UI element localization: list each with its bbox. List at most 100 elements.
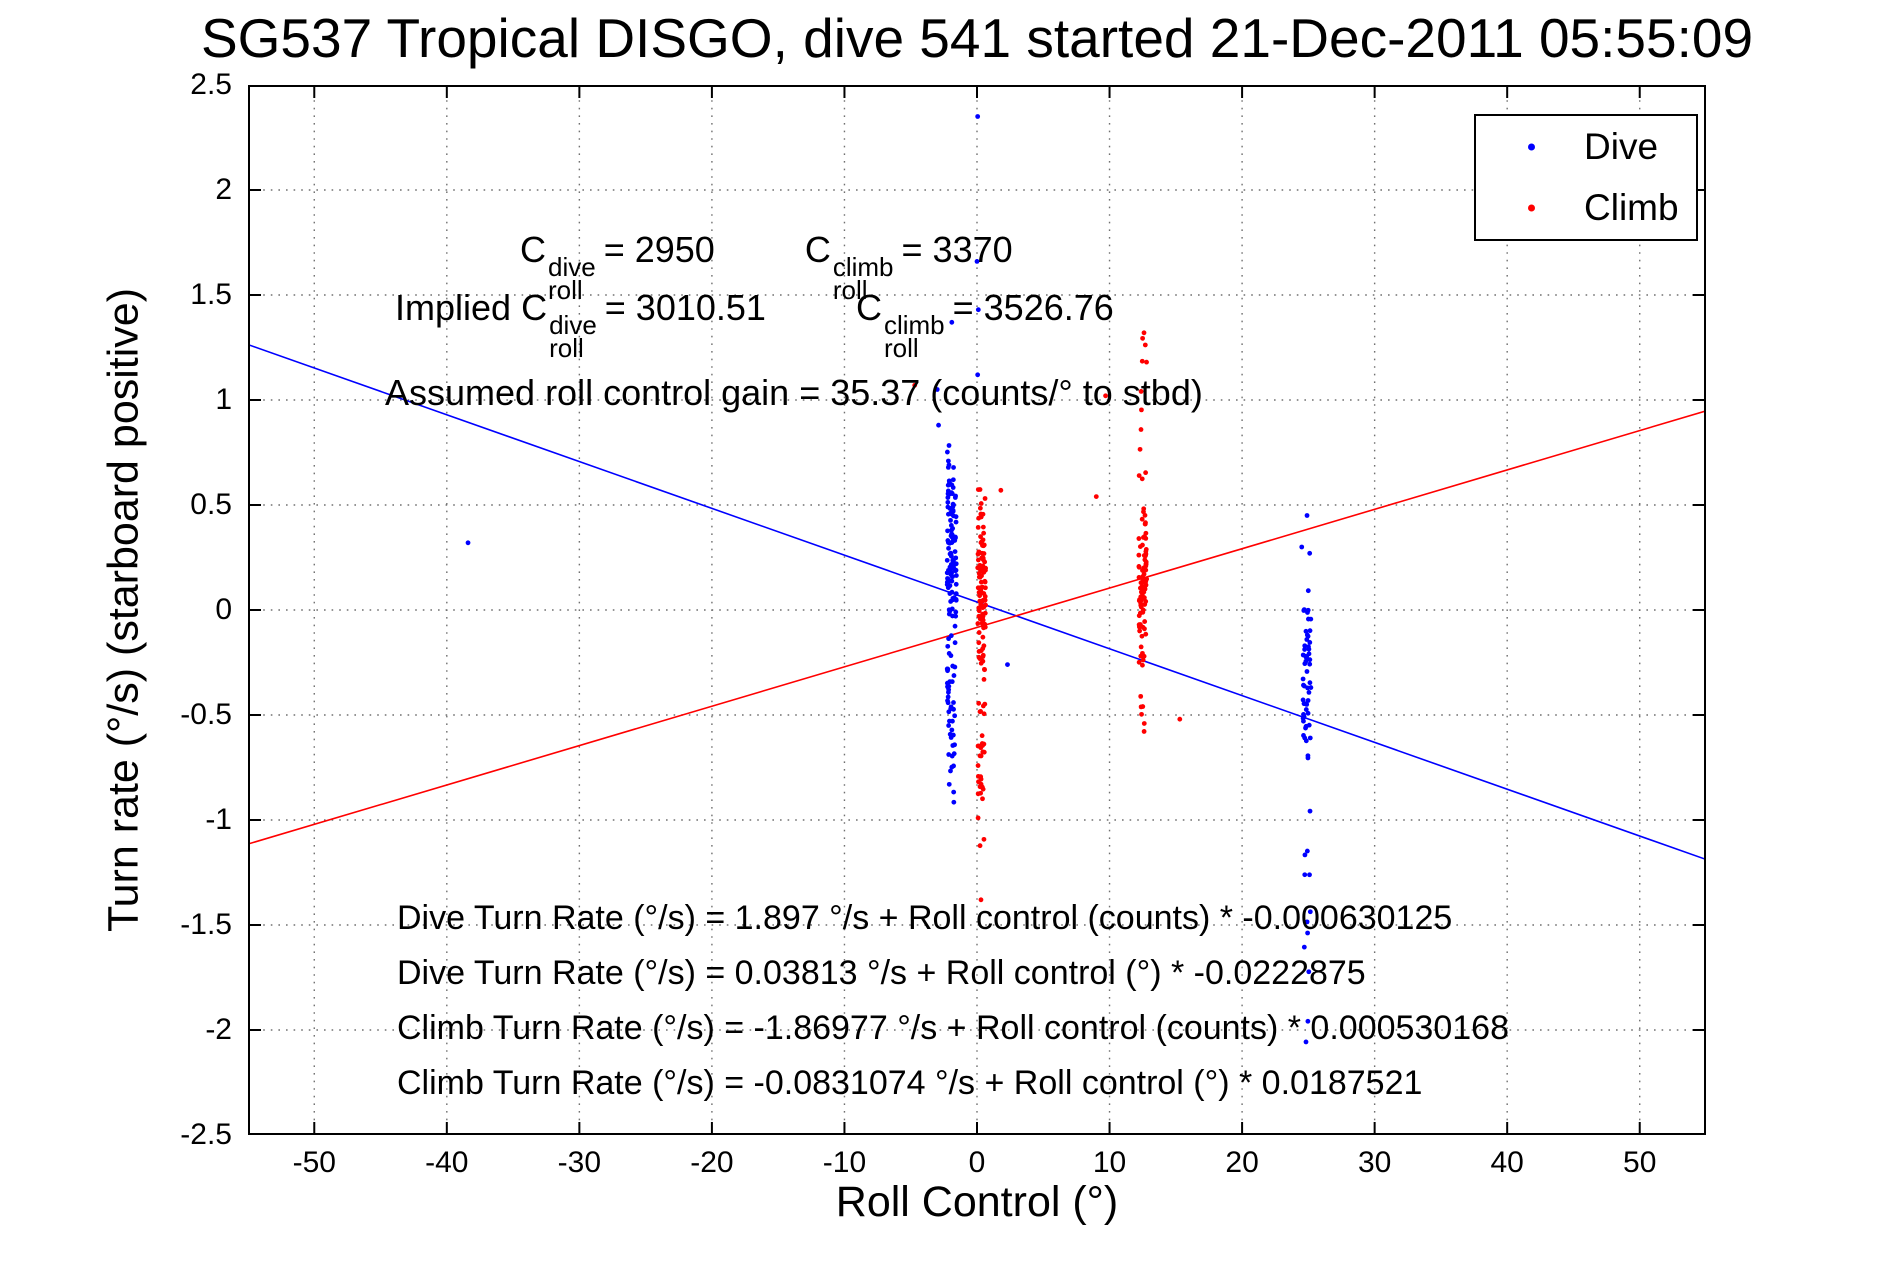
scatter-point-climb — [1138, 644, 1144, 650]
scatter-point-climb — [976, 515, 982, 521]
scatter-point-dive — [945, 698, 950, 704]
scatter-point-dive — [951, 751, 957, 757]
scatter-point-dive — [945, 684, 950, 690]
scatter-point-dive — [945, 504, 951, 510]
scatter-point-dive — [1302, 852, 1308, 858]
scatter-point-climb — [975, 524, 981, 530]
scatter-point-climb — [976, 700, 982, 706]
scatter-point-dive — [1305, 930, 1310, 936]
x-axis-label: Roll Control (°) — [835, 1178, 1119, 1226]
scatter-point-climb — [1142, 521, 1148, 527]
scatter-point-climb — [982, 594, 988, 599]
scatter-point-climb — [1137, 446, 1143, 452]
scatter-point-dive — [1299, 544, 1305, 550]
scatter-point-climb — [981, 836, 987, 842]
scatter-point-dive — [951, 789, 957, 795]
scatter-point-climb — [1103, 393, 1108, 399]
scatter-point-dive — [1307, 640, 1313, 645]
scatter-point-dive — [945, 540, 951, 545]
scatter-point-dive — [1306, 690, 1312, 695]
scatter-point-dive — [950, 501, 956, 507]
scatter-point-dive — [1301, 712, 1306, 717]
scatter-point-climb — [1141, 721, 1147, 726]
scatter-point-dive — [946, 781, 952, 787]
scatter-point-dive — [953, 568, 958, 574]
scatter-point-dive — [946, 443, 952, 448]
scatter-point-climb — [980, 524, 986, 530]
scatter-point-climb — [977, 598, 983, 604]
scatter-point-climb — [1143, 563, 1149, 569]
scatter-point-climb — [979, 573, 984, 579]
scatter-point-climb — [1139, 407, 1144, 413]
scatter-point-dive — [1306, 644, 1311, 650]
scatter-point-dive — [1305, 710, 1311, 716]
scatter-point-dive — [946, 723, 952, 728]
scatter-point-climb — [1143, 631, 1149, 637]
scatter-point-dive — [1300, 715, 1306, 721]
scatter-point-dive — [1303, 1039, 1309, 1045]
scatter-point-climb — [1141, 553, 1147, 558]
scatter-point-dive — [948, 653, 954, 659]
scatter-point-climb — [1136, 564, 1142, 570]
scatter-point-climb — [1140, 568, 1145, 573]
y-tick-label: -2 — [205, 1013, 232, 1046]
scatter-point-dive — [950, 613, 955, 619]
scatter-point-dive — [934, 387, 940, 392]
scatter-point-climb — [982, 567, 988, 572]
roll-gain-annotation: Assumed roll control gain = 35.37 (count… — [385, 372, 1203, 413]
scatter-point-climb — [1138, 594, 1144, 600]
scatter-point-dive — [1307, 735, 1313, 741]
scatter-point-dive — [946, 567, 951, 573]
scatter-point-dive — [1305, 616, 1311, 622]
dive-marker-icon — [1528, 143, 1535, 151]
scatter-point-climb — [979, 555, 985, 561]
scatter-point-climb — [980, 786, 986, 792]
scatter-point-climb — [1136, 536, 1142, 541]
scatter-point-dive — [953, 514, 959, 520]
scatter-point-climb — [1142, 342, 1148, 348]
scatter-point-dive — [944, 449, 950, 455]
scatter-point-dive — [975, 307, 981, 313]
scatter-point-dive — [946, 709, 952, 715]
scatter-point-dive — [1306, 651, 1312, 657]
scatter-point-dive — [1307, 909, 1313, 915]
scatter-point-climb — [980, 658, 986, 664]
x-tick-label: 50 — [1623, 1146, 1657, 1179]
scatter-point-climb — [975, 791, 981, 797]
scatter-point-dive — [952, 623, 958, 629]
scatter-point-dive — [1307, 661, 1313, 667]
scatter-point-climb — [1142, 619, 1148, 624]
scatter-point-climb — [1141, 535, 1146, 540]
scatter-point-climb — [998, 487, 1004, 493]
x-tick-label: 10 — [1092, 1146, 1127, 1179]
scatter-point-dive — [1303, 707, 1309, 712]
x-tick-label: -30 — [557, 1146, 602, 1179]
scatter-point-dive — [1302, 647, 1308, 652]
equation-climb-degrees: Climb Turn Rate (°/s) = -0.0831074 °/s +… — [397, 1064, 1423, 1102]
scatter-point-climb — [1140, 624, 1146, 630]
scatter-point-dive — [951, 799, 957, 805]
scatter-point-dive — [948, 510, 954, 516]
scatter-point-dive — [948, 633, 954, 639]
scatter-point-climb — [982, 496, 988, 501]
scatter-point-dive — [945, 576, 951, 582]
scatter-point-dive — [1301, 944, 1307, 950]
scatter-point-dive — [1304, 513, 1310, 518]
x-tick-label: 40 — [1490, 1146, 1524, 1179]
scatter-point-dive — [946, 752, 952, 757]
scatter-point-dive — [946, 545, 951, 551]
scatter-point-climb — [977, 487, 983, 492]
scatter-point-dive — [1307, 872, 1312, 878]
scatter-point-climb — [1143, 547, 1149, 552]
x-tick-label: -20 — [690, 1146, 734, 1179]
scatter-point-dive — [951, 706, 956, 712]
y-tick-label: 1 — [215, 383, 232, 416]
scatter-point-climb — [1136, 659, 1142, 665]
scatter-point-dive — [951, 763, 956, 769]
scatter-point-dive — [946, 478, 952, 484]
scatter-point-climb — [1139, 633, 1145, 639]
scatter-point-climb — [1138, 603, 1144, 608]
